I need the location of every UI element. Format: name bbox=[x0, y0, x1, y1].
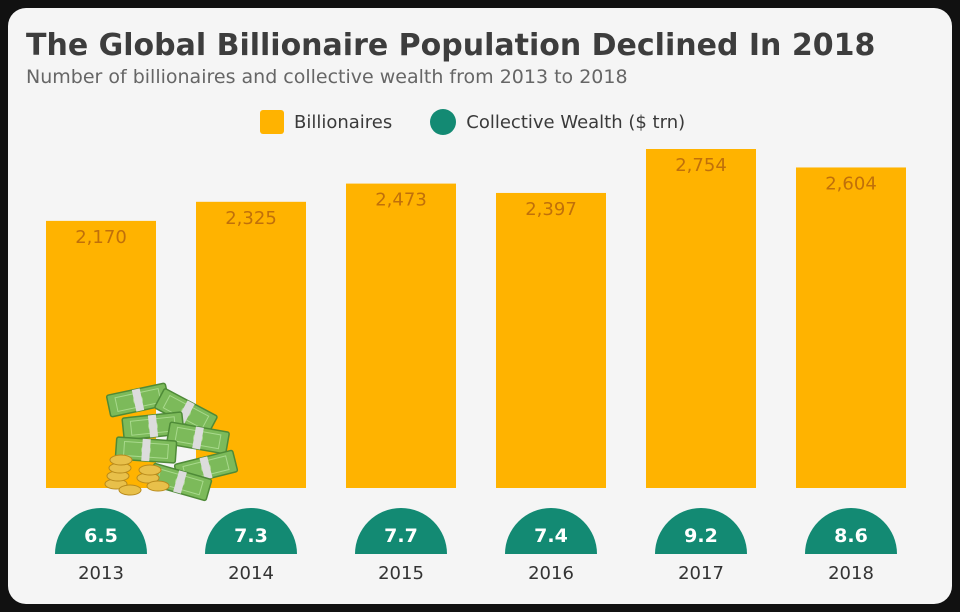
chart-card: The Global Billionaire Population Declin… bbox=[8, 8, 952, 604]
bar-label-2014: 2,325 bbox=[225, 208, 277, 229]
bar-chart: 2,170 2,325 2,473 2,397 2,754 2,604 6.5 7.3 7.7… bbox=[46, 149, 906, 584]
year-label-2017: 2017 bbox=[678, 563, 724, 584]
year-label-2015: 2015 bbox=[378, 563, 424, 584]
bar-2016 bbox=[496, 192, 606, 488]
legend: Billionaires Collective Wealth ($ trn) bbox=[260, 109, 723, 135]
wealth-dome-2017 bbox=[655, 508, 747, 554]
bar-2017 bbox=[646, 149, 756, 488]
wealth-label-2013: 6.5 bbox=[84, 525, 118, 547]
wealth-label-2016: 7.4 bbox=[534, 525, 568, 547]
wealth-label-2015: 7.7 bbox=[384, 525, 418, 547]
legend-swatch-billionaires bbox=[260, 110, 284, 134]
year-label-2014: 2014 bbox=[228, 563, 274, 584]
bar-2018 bbox=[796, 167, 906, 488]
wealth-dome-2013 bbox=[55, 508, 147, 554]
year-axis: 2013 2014 2015 2016 2017 2018 bbox=[78, 563, 874, 584]
bar-2015 bbox=[346, 183, 456, 488]
legend-item-wealth: Collective Wealth ($ trn) bbox=[430, 109, 685, 135]
wealth-dome-2014 bbox=[205, 508, 297, 554]
legend-label-billionaires: Billionaires bbox=[294, 111, 393, 133]
wealth-dome-2016 bbox=[505, 508, 597, 554]
wealth-layer: 6.5 7.3 7.7 7.4 9.2 8.6 bbox=[55, 508, 897, 554]
wealth-dome-2018 bbox=[805, 508, 897, 554]
wealth-label-2017: 9.2 bbox=[684, 525, 718, 547]
legend-swatch-wealth bbox=[430, 109, 457, 135]
chart-subtitle: Number of billionaires and collective we… bbox=[26, 66, 628, 88]
bar-label-2017: 2,754 bbox=[675, 155, 727, 176]
cash-stack-icon bbox=[104, 382, 239, 502]
bar-label-2015: 2,473 bbox=[375, 190, 427, 211]
legend-label-wealth: Collective Wealth ($ trn) bbox=[466, 111, 686, 133]
year-label-2013: 2013 bbox=[78, 563, 124, 584]
bars-layer: 2,170 2,325 2,473 2,397 2,754 2,604 bbox=[46, 149, 906, 488]
wealth-dome-2015 bbox=[355, 508, 447, 554]
bar-label-2013: 2,170 bbox=[75, 227, 127, 248]
year-label-2018: 2018 bbox=[828, 563, 874, 584]
legend-item-billionaires: Billionaires bbox=[260, 110, 392, 134]
bar-label-2016: 2,397 bbox=[525, 199, 577, 220]
wealth-label-2014: 7.3 bbox=[234, 525, 268, 547]
chart-title: The Global Billionaire Population Declin… bbox=[26, 28, 876, 63]
year-label-2016: 2016 bbox=[528, 563, 574, 584]
bar-label-2018: 2,604 bbox=[825, 173, 877, 194]
wealth-label-2018: 8.6 bbox=[834, 525, 868, 547]
